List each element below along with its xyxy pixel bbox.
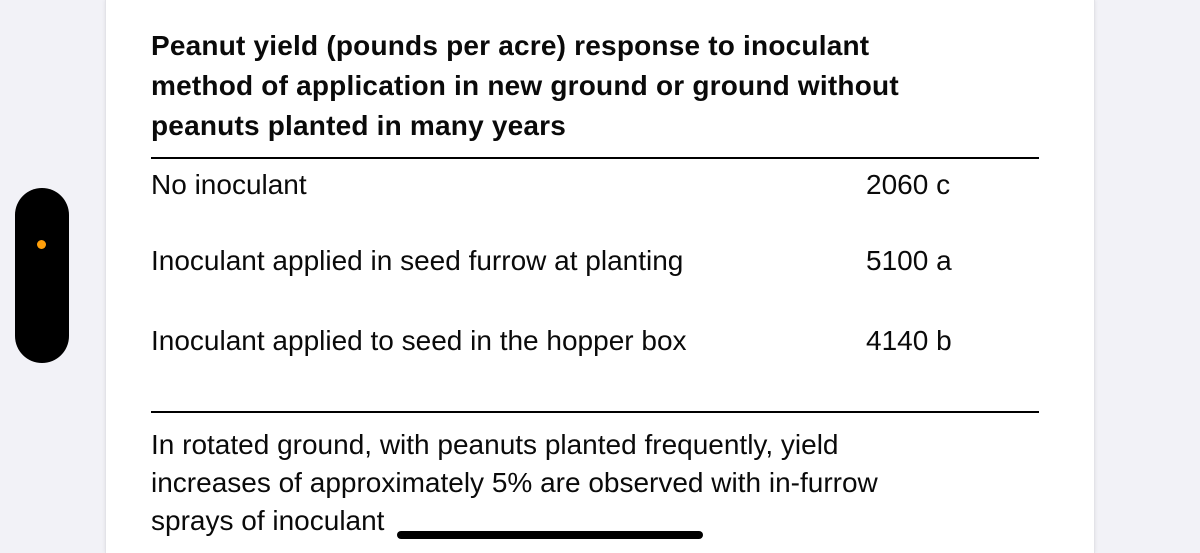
footnote-line: sprays of inoculant <box>151 502 1051 540</box>
table-title-line: Peanut yield (pounds per acre) response … <box>151 30 870 61</box>
yield-table: No inoculant 2060 c Inoculant applied in… <box>151 168 1044 358</box>
footnote-line: In rotated ground, with peanuts planted … <box>151 429 839 460</box>
yield-value: 4140 b <box>866 325 952 356</box>
treatment-label: Inoculant applied in seed furrow at plan… <box>151 245 684 276</box>
footnote-line-text: sprays of inoculant <box>151 505 385 536</box>
camera-indicator-dot <box>37 240 46 249</box>
table-row: Inoculant applied in seed furrow at plan… <box>151 244 1039 278</box>
table-row: Inoculant applied to seed in the hopper … <box>151 324 1039 358</box>
treatment-label: No inoculant <box>151 169 307 200</box>
answer-blank-line <box>397 531 704 539</box>
document-card: Peanut yield (pounds per acre) response … <box>105 0 1095 553</box>
table-top-rule <box>151 157 1039 159</box>
footnote: In rotated ground, with peanuts planted … <box>151 426 1051 540</box>
table-row: No inoculant 2060 c <box>151 168 1039 202</box>
treatment-label: Inoculant applied to seed in the hopper … <box>151 325 687 356</box>
document-content: Peanut yield (pounds per acre) response … <box>106 0 1094 540</box>
yield-value: 5100 a <box>866 245 952 276</box>
table-title-line: method of application in new ground or g… <box>151 70 899 101</box>
table-title: Peanut yield (pounds per acre) response … <box>151 26 1044 146</box>
table-title-line: peanuts planted in many years <box>151 110 567 141</box>
yield-value: 2060 c <box>866 169 951 200</box>
camera-pill <box>15 188 69 363</box>
table-bottom-rule <box>151 411 1039 413</box>
footnote-line: increases of approximately 5% are observ… <box>151 467 878 498</box>
